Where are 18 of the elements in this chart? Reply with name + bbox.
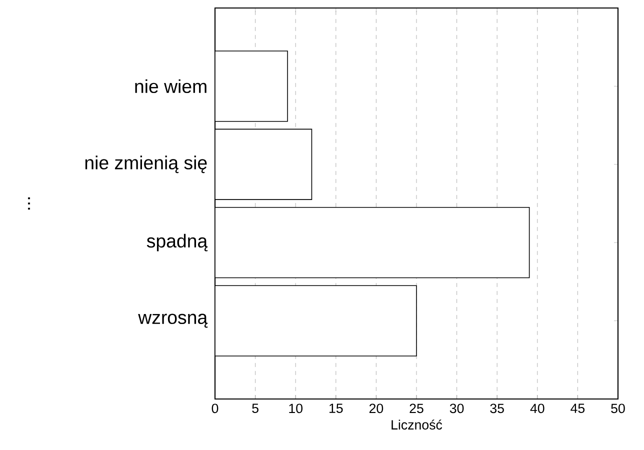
x-tick-label: 50 [611,404,625,414]
y-tick-label: wzrosną [138,314,208,328]
x-tick-label: 40 [530,404,544,414]
x-tick-label: 5 [252,404,258,413]
y-tick-label: spadną [146,234,208,252]
x-tick-label: 10 [289,404,302,414]
y-axis-title: ... [28,197,30,210]
y-tick-label: nie wiem [135,79,206,94]
x-tick-label: 45 [570,404,585,413]
x-tick-label: 20 [369,404,384,414]
x-tick-label: 30 [450,404,464,414]
x-tick-label: 25 [410,404,424,414]
x-tick-label: 35 [490,404,504,414]
x-tick-label: 15 [330,404,343,413]
y-tick-label: nie zmienią się [85,156,207,174]
x-axis-title: Liczność [392,420,442,430]
bar [215,285,417,356]
x-tick-label: 0 [212,404,218,414]
